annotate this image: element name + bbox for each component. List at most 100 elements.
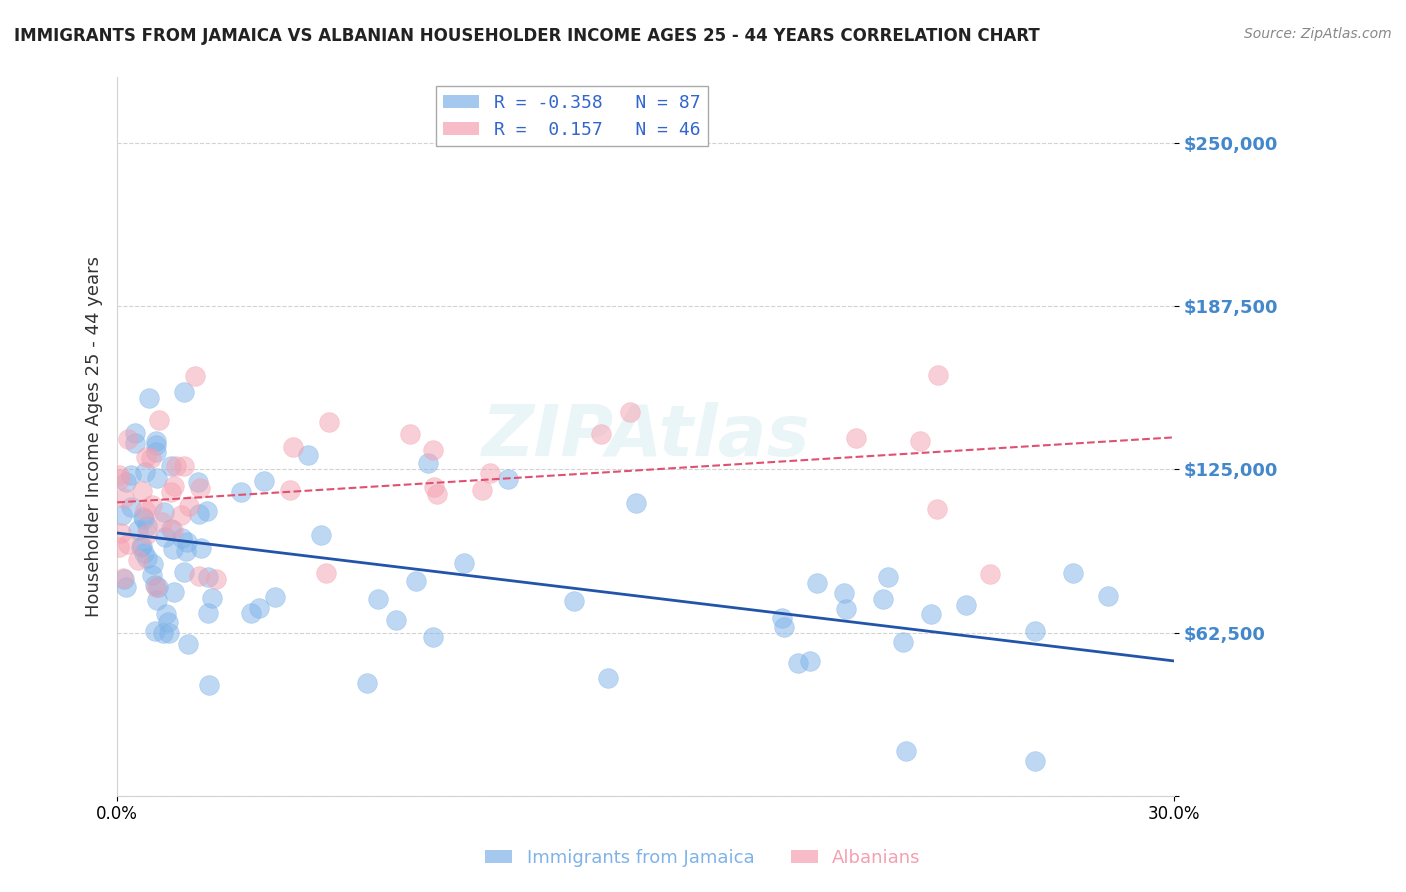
Point — [422, 630, 444, 644]
Point — [197, 569, 219, 583]
Point — [176, 535, 198, 549]
Point — [367, 591, 389, 606]
Point — [135, 551, 157, 566]
Point — [979, 567, 1001, 582]
Point — [187, 507, 209, 521]
Legend: R = -0.358   N = 87, R =  0.157   N = 46: R = -0.358 N = 87, R = 0.157 N = 46 — [436, 87, 707, 146]
Point — [183, 369, 205, 384]
Point — [806, 575, 828, 590]
Point — [139, 450, 162, 465]
Point — [418, 456, 440, 470]
Point — [134, 503, 156, 517]
Point — [163, 585, 186, 599]
Point — [145, 444, 167, 458]
Point — [384, 613, 406, 627]
Point — [910, 434, 932, 448]
Point — [927, 368, 949, 383]
Point — [195, 504, 218, 518]
Point — [471, 483, 494, 497]
Legend: Immigrants from Jamaica, Albanians: Immigrants from Jamaica, Albanians — [478, 842, 928, 874]
Point — [152, 625, 174, 640]
Point — [188, 481, 211, 495]
Point — [162, 542, 184, 557]
Point — [146, 580, 169, 594]
Point — [423, 480, 446, 494]
Point — [153, 530, 176, 544]
Point — [283, 440, 305, 454]
Point — [173, 385, 195, 400]
Point — [173, 458, 195, 473]
Point — [132, 546, 155, 560]
Point — [124, 436, 146, 450]
Point — [131, 539, 153, 553]
Point — [127, 523, 149, 537]
Point — [146, 593, 169, 607]
Point — [132, 509, 155, 524]
Point — [110, 526, 132, 541]
Point — [145, 434, 167, 449]
Point — [479, 466, 502, 480]
Point — [562, 594, 585, 608]
Point — [205, 572, 228, 586]
Point — [894, 744, 917, 758]
Point — [264, 590, 287, 604]
Point — [399, 427, 422, 442]
Point — [309, 528, 332, 542]
Point — [117, 537, 139, 551]
Point — [115, 475, 138, 489]
Point — [1097, 590, 1119, 604]
Point — [187, 475, 209, 489]
Point — [200, 591, 222, 605]
Point — [124, 426, 146, 441]
Point — [111, 571, 134, 585]
Point — [141, 567, 163, 582]
Point — [108, 468, 131, 483]
Point — [172, 531, 194, 545]
Point — [174, 544, 197, 558]
Point — [955, 598, 977, 612]
Point — [120, 500, 142, 515]
Point — [145, 580, 167, 594]
Point — [127, 553, 149, 567]
Point — [157, 625, 180, 640]
Point — [143, 624, 166, 638]
Point — [773, 620, 796, 634]
Point — [920, 607, 942, 622]
Point — [159, 485, 181, 500]
Text: Source: ZipAtlas.com: Source: ZipAtlas.com — [1244, 27, 1392, 41]
Point — [247, 601, 270, 615]
Point — [115, 580, 138, 594]
Point — [177, 637, 200, 651]
Point — [624, 496, 647, 510]
Point — [170, 508, 193, 522]
Point — [872, 591, 894, 606]
Point — [278, 483, 301, 497]
Point — [179, 499, 201, 513]
Point — [135, 519, 157, 533]
Point — [159, 522, 181, 536]
Point — [108, 540, 131, 554]
Point — [453, 556, 475, 570]
Point — [188, 568, 211, 582]
Point — [925, 502, 948, 516]
Point — [143, 578, 166, 592]
Point — [152, 505, 174, 519]
Point — [141, 498, 163, 512]
Text: IMMIGRANTS FROM JAMAICA VS ALBANIAN HOUSEHOLDER INCOME AGES 25 - 44 YEARS CORREL: IMMIGRANTS FROM JAMAICA VS ALBANIAN HOUS… — [14, 27, 1040, 45]
Point — [129, 541, 152, 555]
Point — [131, 484, 153, 499]
Point — [138, 391, 160, 405]
Point — [1024, 624, 1046, 638]
Text: ZIPAtlas: ZIPAtlas — [481, 402, 810, 471]
Point — [146, 471, 169, 485]
Point — [155, 607, 177, 621]
Point — [156, 615, 179, 629]
Point — [356, 675, 378, 690]
Point — [229, 484, 252, 499]
Point — [891, 635, 914, 649]
Point — [598, 671, 620, 685]
Point — [197, 606, 219, 620]
Point — [112, 491, 135, 505]
Y-axis label: Householder Income Ages 25 - 44 years: Householder Income Ages 25 - 44 years — [86, 256, 103, 617]
Point — [1062, 566, 1084, 580]
